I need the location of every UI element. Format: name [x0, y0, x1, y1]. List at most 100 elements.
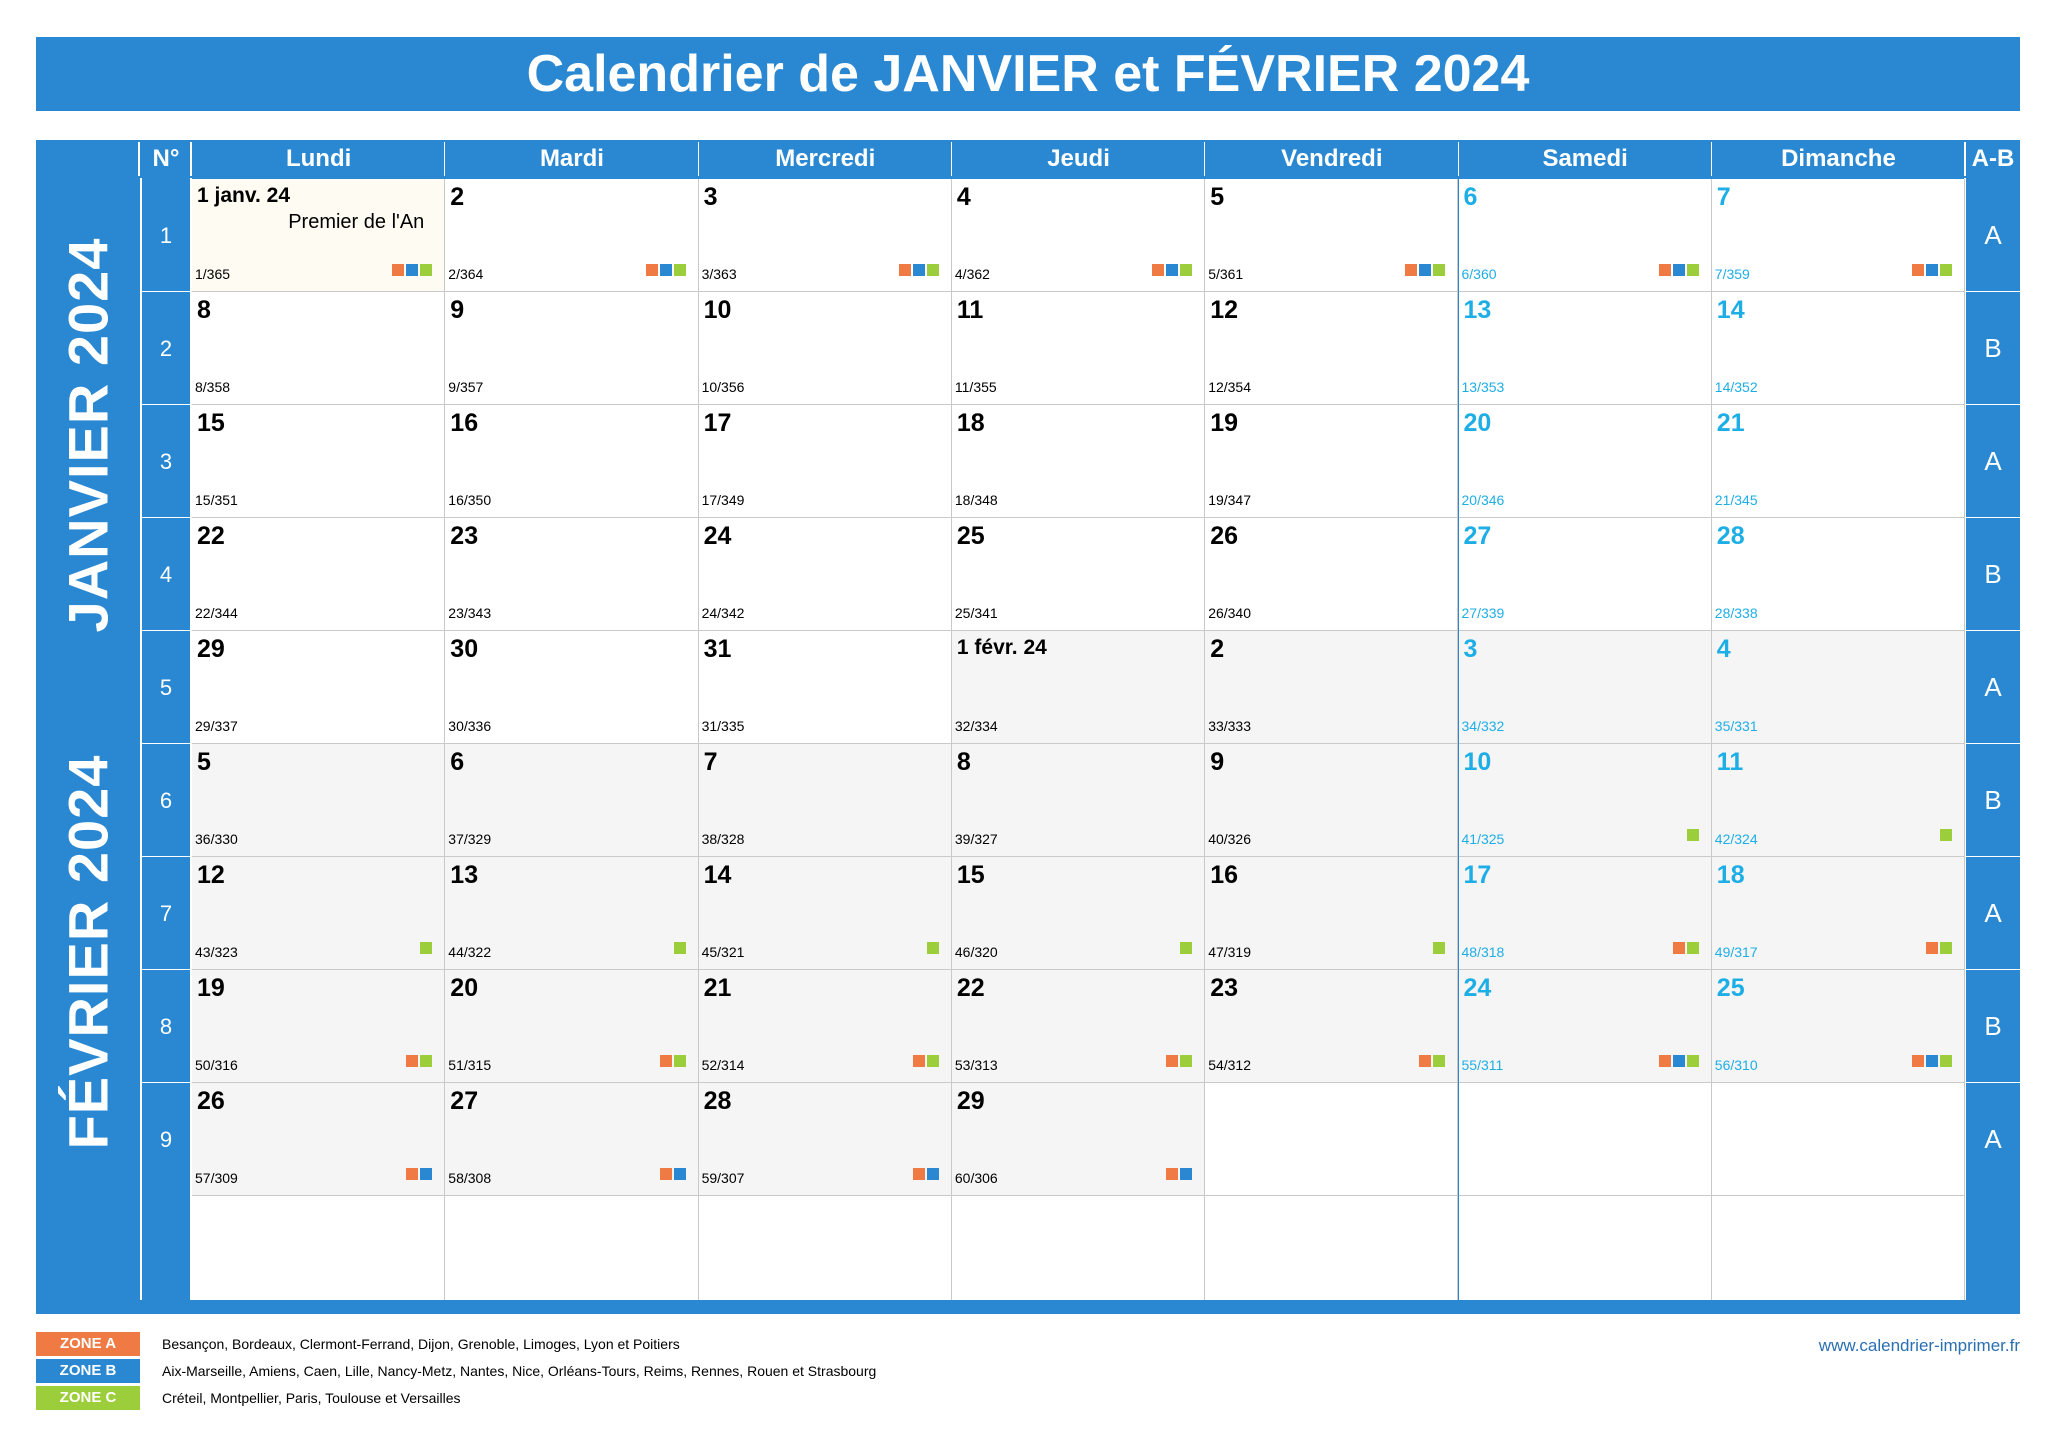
school-holiday-zones — [1433, 942, 1446, 954]
school-holiday-zones — [1405, 264, 1446, 276]
day-cell[interactable]: 27 27/339 — [1458, 518, 1712, 631]
day-cell[interactable]: 21 52/314 — [698, 970, 952, 1083]
week-ab-label: B — [1984, 333, 2002, 363]
day-cell[interactable]: 23 54/312 — [1205, 970, 1459, 1083]
zone-a-marker — [1912, 1055, 1925, 1067]
day-cell[interactable]: 10 10/356 — [698, 292, 952, 405]
ab-separator — [1966, 969, 2020, 970]
day-cell[interactable]: 7 7/359 — [1711, 179, 1966, 292]
day-cell[interactable]: 26 26/340 — [1205, 518, 1459, 631]
day-cell[interactable]: 11 42/324 — [1711, 744, 1966, 857]
day-cell[interactable]: 6 37/329 — [445, 744, 699, 857]
day-cell[interactable]: 27 58/308 — [445, 1083, 699, 1196]
day-cell[interactable]: 5 36/330 — [192, 744, 446, 857]
day-cell[interactable]: 18 49/317 — [1711, 857, 1966, 970]
header-separator — [1710, 142, 1712, 176]
day-cell[interactable]: 16 16/350 — [445, 405, 699, 518]
week-separator — [142, 856, 190, 857]
day-cell[interactable]: 1 févr. 24 32/334 — [951, 631, 1206, 744]
day-number: 25 — [1716, 974, 1745, 1002]
day-cell[interactable]: 20 20/346 — [1458, 405, 1712, 518]
day-cell[interactable]: 4 4/362 — [951, 179, 1206, 292]
day-cell[interactable]: 4 35/331 — [1711, 631, 1966, 744]
day-number: 3 — [1463, 635, 1478, 663]
day-cell[interactable]: 9 9/357 — [445, 292, 699, 405]
day-cell[interactable]: 13 44/322 — [445, 857, 699, 970]
header-separator — [190, 142, 192, 176]
day-cell[interactable]: 3 34/332 — [1458, 631, 1712, 744]
zone-a-marker — [406, 1168, 419, 1180]
zone-c-cities: Créteil, Montpellier, Paris, Toulouse et… — [162, 1390, 461, 1406]
calendar-grid: N° Lundi Mardi Mercredi Jeudi Vendredi Samedi D… — [36, 140, 2020, 1314]
day-cell[interactable]: 18 18/348 — [951, 405, 1206, 518]
day-cell[interactable]: 30 30/336 — [445, 631, 699, 744]
day-cell[interactable]: 6 6/360 — [1458, 179, 1712, 292]
day-cell[interactable]: 23 23/343 — [445, 518, 699, 631]
day-cell[interactable]: 22 22/344 — [192, 518, 446, 631]
day-number: 11 — [956, 296, 984, 324]
day-cell[interactable]: 9 40/326 — [1205, 744, 1459, 857]
day-number: 24 — [1463, 974, 1492, 1002]
week-separator — [142, 517, 190, 518]
day-cell[interactable]: 21 21/345 — [1711, 405, 1966, 518]
day-cell[interactable]: 7 38/328 — [698, 744, 952, 857]
day-cell[interactable]: 12 12/354 — [1205, 292, 1459, 405]
day-of-year: 13/353 — [1461, 379, 1505, 395]
zone-c-marker — [1433, 1055, 1446, 1067]
zone-c-marker — [1686, 1055, 1699, 1067]
empty-cell — [1458, 1196, 1712, 1303]
zone-c-marker — [420, 1055, 433, 1067]
day-cell[interactable]: 20 51/315 — [445, 970, 699, 1083]
day-cell[interactable]: 14 45/321 — [698, 857, 952, 970]
day-cell[interactable]: 8 39/327 — [951, 744, 1206, 857]
day-cell[interactable]: 22 53/313 — [951, 970, 1206, 1083]
day-cell[interactable]: 8 8/358 — [192, 292, 446, 405]
day-number: 15 — [197, 409, 225, 437]
day-cell[interactable]: 19 50/316 — [192, 970, 446, 1083]
day-cell[interactable]: 14 14/352 — [1711, 292, 1966, 405]
website-link[interactable]: www.calendrier-imprimer.fr — [1818, 1336, 2020, 1355]
day-of-year: 26/340 — [1208, 605, 1252, 621]
header-day-3: Jeudi — [1047, 145, 1110, 172]
day-cell[interactable]: 25 56/310 — [1711, 970, 1966, 1083]
day-cell[interactable]: 12 43/323 — [192, 857, 446, 970]
day-number: 3 — [703, 183, 718, 211]
day-cell[interactable]: 10 41/325 — [1458, 744, 1712, 857]
day-cell[interactable]: 1 janv. 24 Premier de l'An 1/365 — [192, 179, 446, 292]
day-number: 1 févr. 24 — [956, 636, 1047, 659]
school-holiday-zones — [406, 1168, 433, 1180]
day-number: 13 — [1463, 296, 1492, 324]
day-cell[interactable]: 25 25/341 — [951, 518, 1206, 631]
day-cell[interactable]: 31 31/335 — [698, 631, 952, 744]
day-cell[interactable]: 29 29/337 — [192, 631, 446, 744]
day-cell[interactable]: 17 17/349 — [698, 405, 952, 518]
day-cell[interactable]: 19 19/347 — [1205, 405, 1459, 518]
day-of-year: 39/327 — [954, 831, 998, 847]
day-cell[interactable]: 11 11/355 — [951, 292, 1206, 405]
day-cell[interactable]: 29 60/306 — [951, 1083, 1206, 1196]
day-cell[interactable]: 24 24/342 — [698, 518, 952, 631]
day-of-year: 40/326 — [1208, 831, 1252, 847]
school-holiday-zones — [420, 942, 433, 954]
day-cell[interactable]: 13 13/353 — [1458, 292, 1712, 405]
school-holiday-zones — [1166, 1168, 1193, 1180]
day-cell[interactable]: 28 28/338 — [1711, 518, 1966, 631]
header-day-2: Mercredi — [775, 145, 876, 172]
day-of-year: 58/308 — [448, 1170, 492, 1186]
day-cell[interactable]: 17 48/318 — [1458, 857, 1712, 970]
day-cell[interactable]: 5 5/361 — [1205, 179, 1459, 292]
day-cell[interactable]: 15 15/351 — [192, 405, 446, 518]
day-cell[interactable]: 16 47/319 — [1205, 857, 1459, 970]
header-separator — [950, 142, 952, 176]
day-cell[interactable]: 2 2/364 — [445, 179, 699, 292]
day-cell[interactable]: 3 3/363 — [698, 179, 952, 292]
week-ab-label: B — [1984, 1011, 2002, 1041]
day-cell[interactable]: 2 33/333 — [1205, 631, 1459, 744]
zone-a-marker — [1152, 264, 1165, 276]
day-cell[interactable]: 24 55/311 — [1458, 970, 1712, 1083]
day-cell[interactable]: 28 59/307 — [698, 1083, 952, 1196]
day-number: 15 — [956, 861, 985, 889]
day-cell[interactable]: 15 46/320 — [951, 857, 1206, 970]
day-cell[interactable]: 26 57/309 — [192, 1083, 446, 1196]
zone-a-marker — [1658, 1055, 1671, 1067]
